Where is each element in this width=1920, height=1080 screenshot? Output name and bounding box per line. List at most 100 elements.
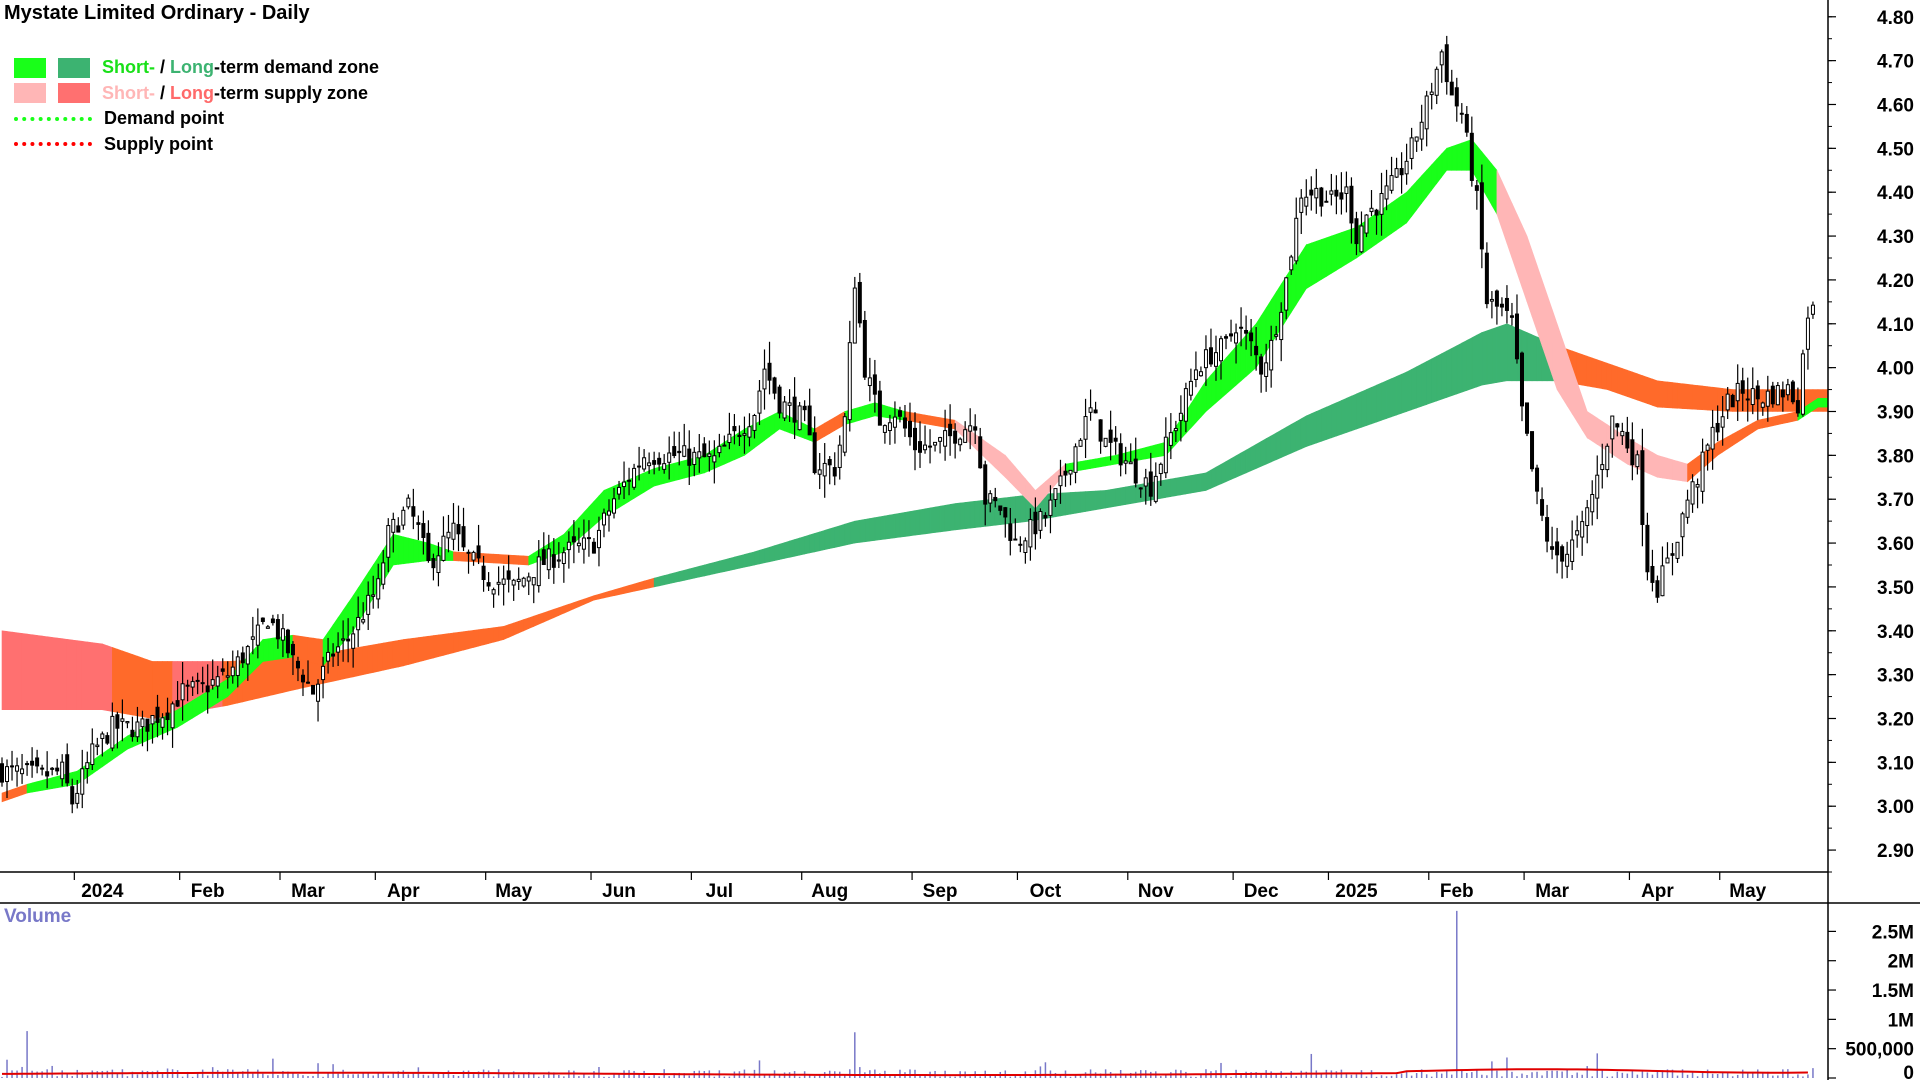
long-term-zone-segment — [1220, 460, 1227, 485]
candle-body — [1434, 68, 1439, 96]
candle-body — [647, 462, 652, 467]
candle-body — [1399, 168, 1404, 176]
short-term-zone-segment — [1155, 443, 1162, 458]
long-term-zone-segment — [789, 539, 795, 558]
short-term-zone-segment — [1200, 379, 1207, 418]
volume-tick-label: 2.5M — [1872, 922, 1914, 943]
candle-body — [285, 629, 290, 654]
long-term-zone-segment — [1215, 463, 1222, 487]
long-term-zone-segment — [1200, 472, 1207, 492]
long-term-zone-segment — [71, 639, 78, 711]
candle-body — [1394, 168, 1399, 178]
candle-body — [1545, 517, 1550, 542]
candle-body — [95, 744, 100, 748]
short-term-zone-segment — [1551, 309, 1558, 390]
long-term-zone-segment — [398, 639, 404, 668]
short-supply-swatch — [14, 83, 46, 104]
candle-body — [973, 426, 978, 431]
price-tick-label: 4.20 — [1877, 271, 1914, 292]
long-term-zone-segment — [964, 501, 971, 530]
short-term-zone-segment — [1396, 195, 1402, 231]
candle-body — [1274, 334, 1279, 337]
short-term-zone-segment — [1677, 460, 1683, 482]
short-term-zone-segment — [1556, 323, 1563, 399]
price-tick-label: 2.90 — [1877, 841, 1914, 862]
candle-body — [80, 768, 85, 795]
candle-body — [707, 453, 712, 457]
short-term-zone-segment — [824, 419, 831, 437]
candle-body — [371, 594, 376, 597]
candle-body — [491, 589, 496, 595]
candle-body — [411, 506, 416, 517]
candle-body — [1595, 474, 1600, 499]
candle-body — [130, 729, 135, 738]
short-term-zone-segment — [1080, 460, 1086, 471]
short-term-zone-segment — [583, 506, 590, 535]
short-term-zone-segment — [1536, 265, 1543, 346]
candle-body — [456, 524, 461, 535]
long-term-zone-segment — [21, 633, 28, 711]
long-term-zone-segment — [809, 533, 815, 554]
long-term-zone-segment — [443, 633, 449, 656]
candle-body — [416, 522, 421, 525]
candle-body — [1555, 541, 1560, 556]
candle-body — [993, 496, 998, 502]
long-term-zone-segment — [954, 502, 961, 531]
candles-layer — [0, 35, 1815, 814]
candle-body — [5, 766, 10, 783]
candle-body — [1123, 460, 1128, 464]
candle-body — [486, 582, 491, 587]
price-tick-label: 3.70 — [1877, 490, 1914, 511]
candle-body — [346, 638, 351, 642]
long-term-zone-segment — [1531, 334, 1538, 382]
long-term-zone-segment — [739, 554, 745, 569]
long-term-zone-segment — [849, 520, 856, 545]
long-term-zone-segment — [1336, 400, 1342, 437]
short-term-zone-segment — [769, 413, 775, 438]
candle-body — [160, 717, 165, 728]
candle-body — [306, 681, 311, 684]
short-term-zone-segment — [1110, 454, 1116, 466]
long-term-zone-segment — [784, 540, 790, 559]
candle-body — [983, 464, 988, 505]
candle-body — [642, 457, 647, 470]
long-term-zone-segment — [1275, 429, 1282, 461]
short-term-zone-segment — [1, 790, 8, 803]
price-tick-label: 4.00 — [1877, 359, 1914, 380]
long-term-zone-segment — [819, 529, 826, 552]
candle-body — [897, 410, 902, 417]
time-tick-label: Nov — [1138, 881, 1174, 902]
short-term-zone-segment — [117, 738, 123, 757]
short-term-zone-segment — [392, 533, 399, 566]
volume-tick-label: 0 — [1903, 1063, 1914, 1080]
candle-body — [1083, 416, 1088, 440]
long-term-zone-segment — [1115, 487, 1121, 507]
long-term-zone-segment — [31, 634, 38, 711]
long-term-zone-segment — [1305, 413, 1312, 448]
long-term-zone-segment — [1677, 382, 1683, 409]
long-term-zone-segment — [598, 592, 605, 600]
candle-body — [1690, 481, 1695, 505]
legend-supply-point: Supply point — [14, 132, 379, 158]
candle-body — [1108, 429, 1113, 443]
short-term-zone-segment — [1305, 242, 1312, 290]
candle-body — [792, 396, 797, 423]
candle-body — [546, 548, 551, 571]
candle-body — [396, 525, 401, 533]
short-term-zone-segment — [317, 638, 324, 667]
candle-body — [1630, 439, 1635, 466]
long-term-zone-segment — [357, 646, 364, 677]
short-term-zone-segment — [759, 418, 765, 445]
long-term-zone-segment — [11, 631, 18, 711]
long-term-zone-segment — [904, 511, 911, 537]
candle-body — [627, 479, 632, 482]
candle-body — [10, 765, 15, 768]
candle-body — [1605, 445, 1610, 471]
candle-body — [70, 786, 75, 805]
short-term-zone-segment — [1652, 451, 1658, 478]
short-term-zone-segment — [1596, 417, 1603, 449]
long-term-zone-segment — [418, 636, 424, 663]
long-term-zone-segment — [673, 571, 680, 583]
long-term-zone-segment — [1311, 411, 1317, 446]
legend-supply-zone: Short- / Long -term supply zone — [14, 81, 379, 107]
